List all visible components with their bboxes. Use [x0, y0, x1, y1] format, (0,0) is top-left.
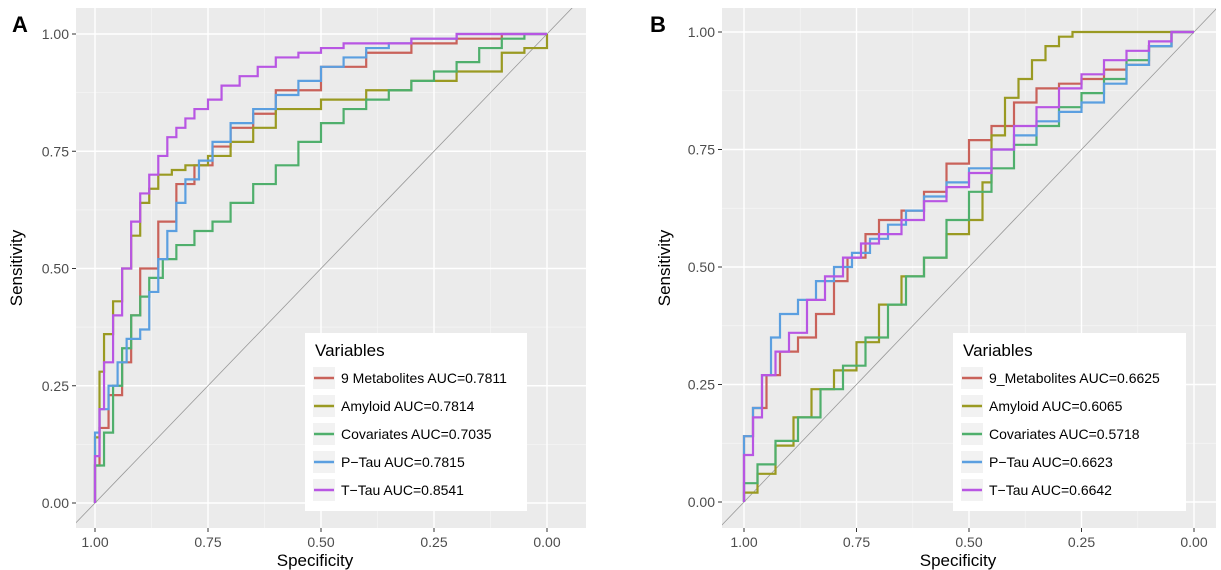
- y-tick-label: 0.75: [688, 142, 715, 158]
- legend-entry-label: Amyloid AUC=0.6065: [989, 398, 1123, 414]
- legend-box: [953, 333, 1186, 511]
- series-line-3: [742, 30, 1194, 502]
- series-line-1: [742, 30, 1194, 502]
- y-tick-label: 1.00: [688, 24, 715, 40]
- x-tick-label: 0.50: [955, 534, 982, 550]
- legend-entry-label: P−Tau AUC=0.7815: [341, 454, 465, 470]
- y-tick-label: 0.75: [42, 143, 69, 159]
- legend: Variables 9_Metabolites AUC=0.6625 Amyloid…: [953, 333, 1186, 511]
- x-tick-label: 0.50: [307, 534, 334, 550]
- panel-letter: B: [650, 12, 666, 37]
- legend-entry-label: Covariates AUC=0.7035: [341, 426, 492, 442]
- legend-box: [305, 333, 527, 511]
- x-tick-label: 1.00: [81, 534, 108, 550]
- x-tick-label: 0.25: [1068, 534, 1095, 550]
- legend-entry-label: 9_Metabolites AUC=0.6625: [989, 370, 1160, 386]
- x-tick-label: 0.00: [1180, 534, 1207, 550]
- chart-panel-b: 1.00 0.75 0.50 0.25 0.00 0.00 0.25 0.50 0.75 1.00…: [650, 8, 1216, 570]
- series-line-5: [93, 32, 547, 503]
- legend-title: Variables: [963, 341, 1033, 360]
- x-tick-label: 0.00: [533, 534, 560, 550]
- series-line-3: [93, 32, 547, 503]
- x-tick-label: 0.75: [843, 534, 870, 550]
- y-tick-label: 0.25: [688, 377, 715, 393]
- x-tick-label: 0.25: [420, 534, 447, 550]
- legend-entry-label: 9 Metabolites AUC=0.7811: [341, 370, 507, 386]
- x-axis-title: Specificity: [920, 551, 997, 570]
- legend: Variables 9 Metabolites AUC=0.7811 Amyloid…: [305, 333, 527, 511]
- series-line-5: [742, 30, 1194, 502]
- legend-title: Variables: [315, 341, 385, 360]
- y-tick-label: 0.50: [688, 259, 715, 275]
- y-axis-title: Sensitivity: [7, 229, 26, 306]
- legend-entry-label: T−Tau AUC=0.8541: [341, 482, 464, 498]
- y-tick-label: 0.00: [688, 494, 715, 510]
- diagonal-reference-line: [722, 8, 1216, 526]
- chart-panel-a: 1.00 0.75 0.50 0.25 0.00 0.00 0.25 0.50 0.75 1.00…: [7, 8, 586, 570]
- series-line-2: [93, 34, 549, 503]
- x-tick-label: 0.75: [194, 534, 221, 550]
- y-tick-label: 1.00: [42, 26, 69, 42]
- legend-entry-label: Covariates AUC=0.5718: [989, 426, 1140, 442]
- series-line-2: [742, 30, 1194, 502]
- legend-entry-label: Amyloid AUC=0.7814: [341, 398, 475, 414]
- series-line-4: [93, 32, 547, 503]
- y-axis-title: Sensitivity: [655, 229, 674, 306]
- diagonal-reference-line: [76, 8, 573, 524]
- y-tick-label: 0.50: [42, 261, 69, 277]
- y-tick-label: 0.00: [42, 495, 69, 511]
- y-tick-label: 0.25: [42, 378, 69, 394]
- x-tick-label: 1.00: [730, 534, 757, 550]
- x-axis-title: Specificity: [277, 551, 354, 570]
- legend-entry-label: P−Tau AUC=0.6623: [989, 454, 1113, 470]
- panel-letter: A: [12, 12, 28, 37]
- legend-entry-label: T−Tau AUC=0.6642: [989, 482, 1112, 498]
